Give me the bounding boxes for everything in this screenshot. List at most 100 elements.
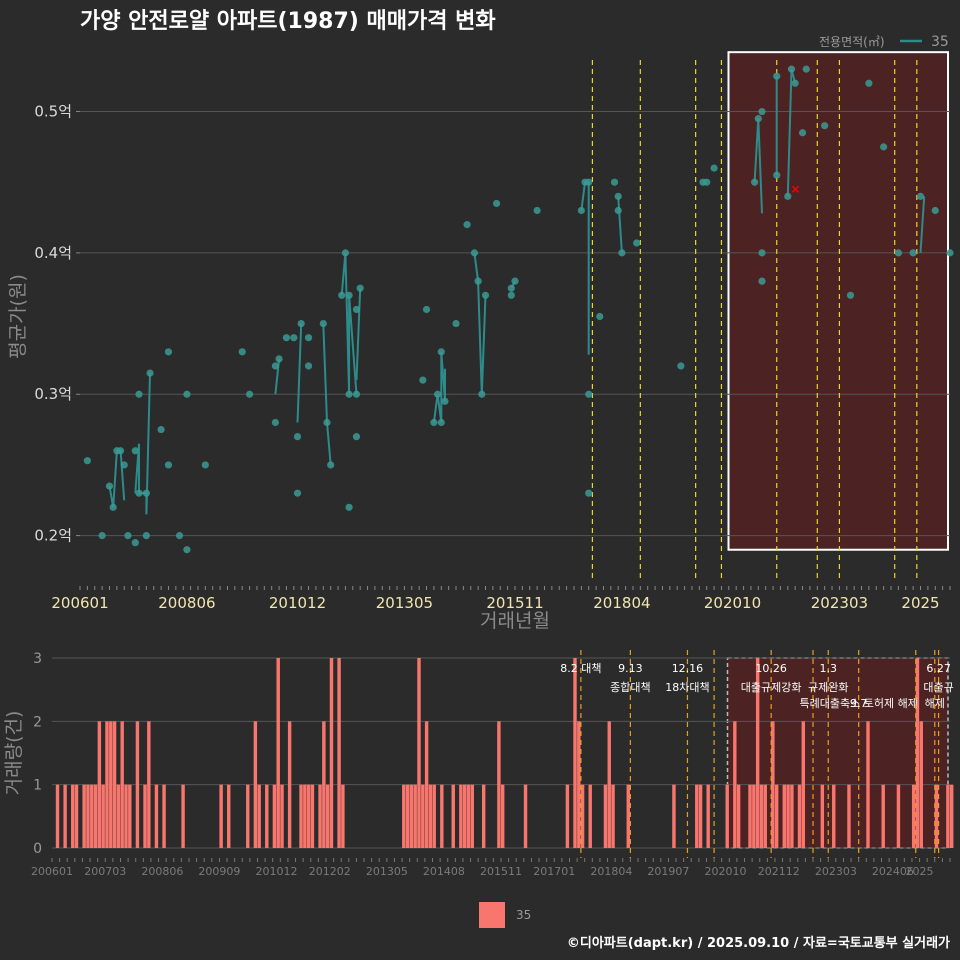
data-point [293,433,302,441]
bar-35 [611,784,615,848]
data-point [787,65,796,73]
bar-35 [797,784,802,848]
data-point [511,277,519,285]
bar-35 [771,721,775,848]
data-point [802,65,810,73]
policy-label: 10.26 [755,662,787,675]
bar-35 [752,784,756,848]
bar-35 [573,658,577,848]
bar-35 [946,784,950,848]
data-point [585,489,593,497]
bar-35 [847,784,851,848]
bar-35 [451,784,455,848]
bar-35 [154,784,159,848]
bar-35 [733,721,737,848]
bar-35 [915,658,920,848]
bar-35 [181,784,185,848]
data-point [846,291,855,299]
bar-35 [580,784,585,848]
policy-label-2: 규제완화 [808,681,848,694]
bar-35 [86,784,90,848]
data-point [585,178,593,186]
x-tick-label: 202112 [758,865,800,878]
data-point [201,461,209,469]
data-point [135,390,143,398]
x-tick-label: 202010 [704,594,761,612]
bar-35 [896,784,901,848]
bar-35 [341,784,345,848]
bar-35 [287,721,292,848]
data-point [83,457,91,465]
bar-35 [763,784,767,848]
bar-35 [459,784,463,848]
data-point [275,355,283,363]
series-line-35 [355,288,362,381]
legend-item-label: 35 [931,34,949,50]
x-tick-label: 2025 [906,865,934,878]
x-tick-label: 200806 [141,865,183,878]
data-point [352,390,361,398]
x-tick-label: 201804 [593,594,650,612]
x-tick-label: 200909 [198,865,240,878]
bar-35 [698,784,703,848]
data-point [352,305,361,314]
data-point [142,489,150,497]
bar-35 [329,658,334,848]
data-point [164,461,173,469]
data-point [131,539,139,547]
bar-35 [736,784,741,848]
legend-bar-label: 35 [516,908,531,922]
bar-35 [143,784,147,848]
y-axis-title: 거래량(건) [3,711,25,796]
data-point [758,107,766,116]
bar-35 [219,784,223,848]
bar-35 [322,721,326,848]
data-point [596,312,604,321]
bar-35 [466,784,471,848]
data-point [614,206,622,215]
data-point [293,489,302,497]
x-tick-label: 201511 [480,865,522,878]
x-tick-label: 2025 [901,594,939,612]
series-line-35 [473,252,487,395]
x-tick-label: 200601 [31,865,73,878]
data-point [931,206,939,215]
data-point [614,192,622,200]
policy-label-2: 18차대책 [665,681,709,694]
bar-35 [782,784,786,848]
volume-chart: 0 1 2 3 8.2 대책 9.13 종합대책 12.16 18차대책 10.26 대출규제강화 1… [3,650,954,878]
data-point [164,348,173,356]
bar-35 [755,658,760,848]
bar-35 [950,784,954,848]
y-tick-label: 0.3억 [34,385,72,403]
x-tick-label: 201511 [486,594,543,612]
policy-label: 1.3 [819,662,837,675]
bar-35 [135,721,140,848]
data-point [618,249,626,257]
bar-35 [417,658,421,848]
x-tick-label: 201012 [256,865,298,878]
bar-35 [424,721,429,848]
data-point [441,397,449,405]
highlight-box [727,51,949,551]
data-point [798,129,807,137]
credit-text: ©디아파트(dapt.kr) / 2025.09.10 / 자료=국토교통부 실… [567,935,950,951]
data-point [304,362,313,370]
bar-35 [695,784,699,848]
legend-bar-swatch [479,902,505,928]
data-point [433,390,442,398]
bar-35 [497,721,501,848]
x-tick-label: 201305 [376,594,433,612]
bar-35 [147,721,151,848]
data-point [577,206,585,215]
policy-label-2: 특례대출축소 토허제 해제 [800,696,918,710]
bar-35 [481,784,486,848]
y-tick-label: 0.2억 [34,527,72,545]
bar-35 [523,784,528,848]
series-line-35 [617,196,623,253]
bar-35 [409,784,414,848]
bar-35 [934,784,939,848]
bar-35 [774,784,779,848]
bar-35 [109,721,113,848]
data-point [183,546,191,554]
